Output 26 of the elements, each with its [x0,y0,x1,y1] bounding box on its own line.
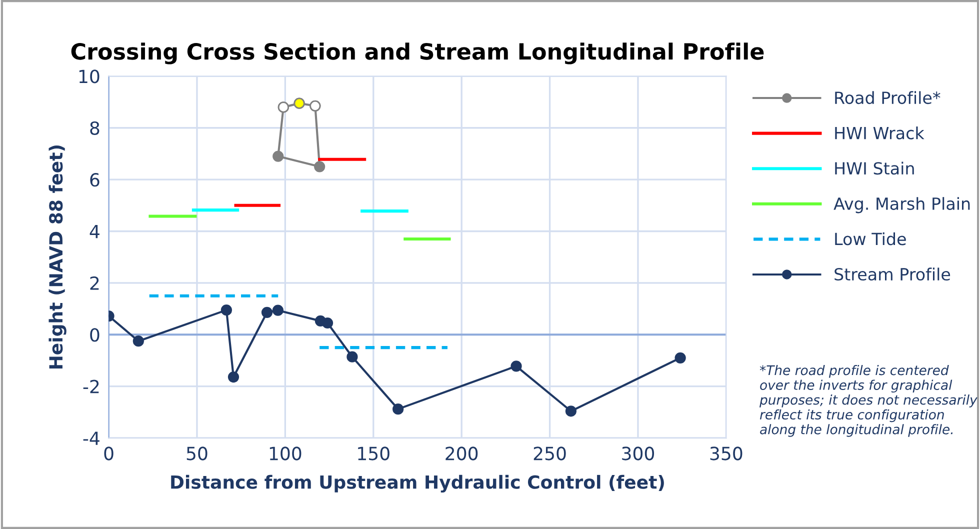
x-tick-label: 0 [104,446,114,460]
y-tick-label: 8 [90,121,100,135]
legend-label: Road Profile* [835,91,940,104]
y-tick-label: 10 [79,70,100,84]
y-axis-title: Height (NAVD 88 feet) [48,146,66,369]
y-tick-label: 6 [90,173,100,187]
y-tick-label: -4 [83,432,100,445]
x-tick-label: 50 [186,446,208,460]
legend-label: HWI Stain [835,162,914,175]
x-tick-label: 350 [710,446,742,460]
y-tick-label: 2 [90,276,99,290]
x-tick-label: 200 [446,446,478,460]
legend-label: HWI Wrack [835,126,924,140]
legend-label: Stream Profile [834,268,950,281]
x-tick-label: 250 [534,446,566,460]
legend-label: Low Tide [835,232,906,246]
y-tick-label: 0 [90,328,100,342]
y-tick-label: 4 [90,224,100,238]
x-tick-label: 100 [270,446,302,460]
chart-title: Crossing Cross Section and Stream Longitudinal Profile [71,42,764,64]
legend-label: Avg. Marsh Plain [834,197,970,214]
x-axis-title: Distance from Upstream Hydraulic Control (feet) [171,474,664,493]
y-tick-label: -2 [83,380,99,394]
text: *The road profile is centered over the inverts for graphical purposes; it does not necessarily reflect its true configuration along the longitudinal profile. [759,365,978,437]
x-tick-label: 300 [622,446,654,460]
x-tick-label: 150 [358,446,390,460]
